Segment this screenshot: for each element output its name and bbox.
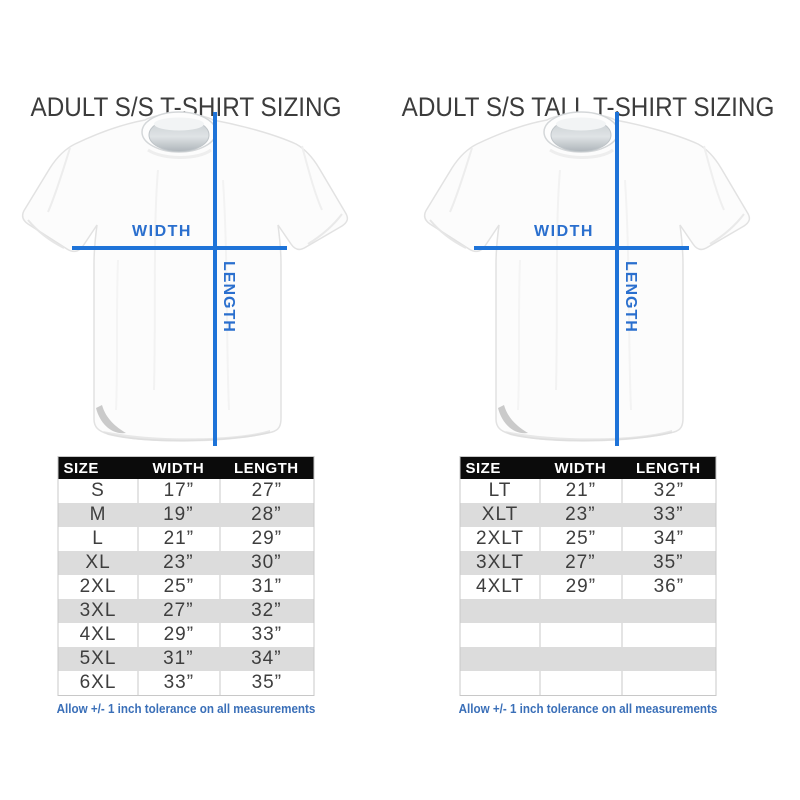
size-table: SIZE WIDTH LENGTH LT 21” 32” XLT 23” 33” 2XLT 25” 3… (459, 456, 717, 696)
width-cell: 23” (163, 552, 194, 573)
size-cell: 3XLT (476, 552, 525, 573)
length-cell: 35” (653, 552, 684, 573)
tshirt-graphic (8, 108, 364, 446)
column-header: LENGTH (635, 459, 701, 477)
size-cell (461, 623, 540, 647)
size-cell: 5XL (79, 648, 117, 669)
size-cell: XLT (481, 504, 519, 525)
length-cell: 36” (621, 575, 715, 599)
table-row: 3XL 27” 32” (58, 599, 314, 623)
size-cell: LT (488, 480, 512, 501)
table-row: XL 23” 30” (58, 551, 314, 575)
column-header: SIZE (465, 459, 501, 477)
table-row: 6XL 33” 35” (58, 671, 314, 695)
size-cell: 3XL (79, 600, 117, 621)
length-cell: 28” (251, 504, 282, 525)
length-measure-label: LENGTH (622, 261, 639, 333)
width-cell (540, 647, 622, 671)
length-cell (621, 647, 715, 671)
table-header-row: SIZE WIDTH LENGTH (58, 457, 314, 479)
size-cell: S (91, 480, 105, 501)
tshirt-diagram: WIDTH LENGTH (410, 108, 766, 452)
table-row: LT 21” 32” (460, 479, 716, 503)
width-cell: 25” (539, 527, 622, 551)
width-cell: 33” (137, 671, 220, 695)
length-cell (621, 599, 715, 623)
length-cell: 31” (219, 575, 313, 599)
table-row: 5XL 31” 34” (58, 647, 314, 671)
width-cell (539, 671, 622, 695)
panel-tall-sizing: ADULT S/S TALL T-SHIRT SIZING WIDTH LENG… (402, 0, 775, 800)
table-row: 2XL 25” 31” (58, 575, 314, 599)
width-cell (539, 623, 622, 647)
panel-regular-sizing: ADULT S/S T-SHIRT SIZING WIDTH LENGTH SI… (8, 0, 364, 800)
tolerance-note: Allow +/- 1 inch tolerance on all measur… (56, 702, 316, 716)
length-cell: 34” (621, 527, 715, 551)
column-header: WIDTH (152, 459, 205, 477)
table-row: 2XLT 25” 34” (460, 527, 716, 551)
width-cell: 29” (137, 623, 220, 647)
width-cell: 31” (163, 648, 194, 669)
table-row (460, 647, 716, 671)
size-cell (461, 599, 540, 623)
tolerance-note: Allow +/- 1 inch tolerance on all measur… (458, 702, 718, 716)
column-header: WIDTH (554, 459, 607, 477)
table-row: M 19” 28” (58, 503, 314, 527)
table-row: S 17” 27” (58, 479, 314, 503)
size-cell: M (89, 504, 107, 525)
table-header-row: SIZE WIDTH LENGTH (460, 457, 716, 479)
width-measure-label: WIDTH (132, 223, 192, 240)
table-row: L 21” 29” (58, 527, 314, 551)
size-table: SIZE WIDTH LENGTH S 17” 27” M 19” 28” L 21” 29” XL 23… (57, 456, 315, 696)
size-cell: 2XLT (476, 528, 525, 549)
table-row (460, 599, 716, 623)
width-cell: 17” (137, 479, 220, 503)
table-row: 3XLT 27” 35” (460, 551, 716, 575)
length-cell (621, 671, 715, 695)
length-cell (621, 623, 715, 647)
length-cell: 32” (251, 600, 282, 621)
width-cell: 23” (565, 504, 596, 525)
length-cell: 34” (251, 648, 282, 669)
tshirt-diagram: WIDTH LENGTH (8, 108, 364, 452)
table-row: 4XLT 29” 36” (460, 575, 716, 599)
length-cell: 33” (219, 623, 313, 647)
length-cell: 29” (219, 527, 313, 551)
length-cell: 30” (251, 552, 282, 573)
column-header: LENGTH (233, 459, 299, 477)
size-cell (461, 671, 540, 695)
size-cell: 6XL (79, 672, 117, 693)
size-cell: 4XL (79, 624, 117, 645)
width-cell: 21” (539, 479, 622, 503)
table-row (460, 623, 716, 647)
length-cell: 32” (621, 479, 715, 503)
length-measure-label: LENGTH (220, 261, 237, 333)
size-cell: L (92, 528, 104, 549)
size-cell: 4XLT (476, 576, 525, 597)
width-cell: 25” (137, 575, 220, 599)
size-cell: 2XL (79, 576, 117, 597)
width-cell: 27” (163, 600, 194, 621)
tshirt-graphic (410, 108, 766, 446)
column-header: SIZE (63, 459, 99, 477)
width-cell (540, 599, 622, 623)
width-cell: 19” (163, 504, 194, 525)
length-cell: 35” (219, 671, 313, 695)
length-cell: 27” (219, 479, 313, 503)
width-cell: 27” (565, 552, 596, 573)
width-cell: 21” (137, 527, 220, 551)
size-cell (461, 647, 540, 671)
table-row (460, 671, 716, 695)
table-row: XLT 23” 33” (460, 503, 716, 527)
length-cell: 33” (653, 504, 684, 525)
table-row: 4XL 29” 33” (58, 623, 314, 647)
width-measure-label: WIDTH (534, 223, 594, 240)
size-cell: XL (85, 552, 111, 573)
width-cell: 29” (539, 575, 622, 599)
